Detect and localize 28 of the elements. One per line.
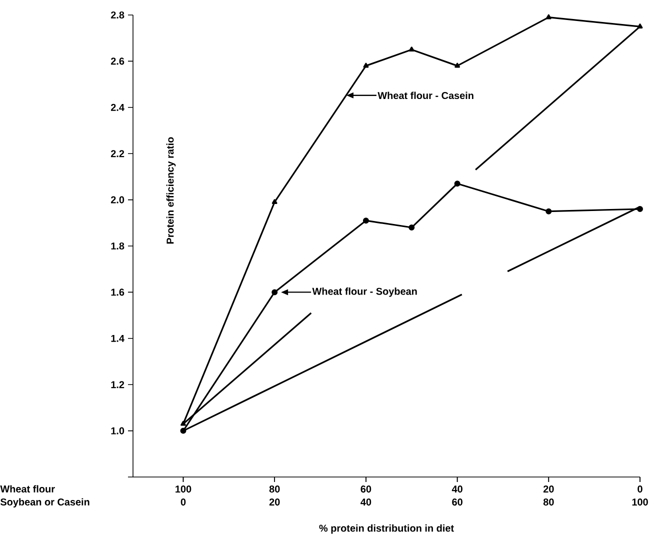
y-tick-label: 2.0 (110, 196, 124, 204)
y-tick-label: 1.8 (111, 242, 124, 250)
x2-tick-label: 60 (360, 486, 372, 493)
text: Soybean or Casein (0, 498, 90, 508)
x2-tick-label: 40 (452, 486, 462, 493)
y-tick-label: 1.4 (111, 334, 124, 342)
x2-tick-label: 0 (638, 486, 642, 493)
x2-tick-label: 20 (543, 486, 554, 493)
y-tick-label: 1.0 (111, 427, 124, 434)
x-tick-label: 20 (269, 498, 280, 506)
y-tick-label: 1.6 (111, 288, 124, 296)
x-tick-label: 0 (180, 498, 186, 506)
y-tick-label: 2.4 (110, 104, 124, 111)
y-tick-label: 1.2 (111, 381, 124, 388)
x-tick-label: 100 (632, 498, 648, 506)
x-tick-label: 40 (360, 498, 372, 506)
y-tick-label: 2.2 (110, 150, 124, 158)
y-tick-label: 2.8 (110, 11, 124, 19)
annotation: Wheat flour - Soybean (312, 288, 417, 297)
x2-tick-label: 80 (269, 486, 280, 493)
y-axis-title: Protein efficiency ratio (166, 137, 176, 244)
x-tick-label: 80 (543, 498, 554, 506)
text: Wheat flour (0, 485, 55, 493)
y-tick-label: 2.6 (110, 58, 124, 65)
x2-tick-label: 100 (176, 486, 192, 493)
annotation: Wheat flour - Casein (378, 92, 474, 100)
x-axis-title: % protein distribution in diet (319, 524, 454, 534)
x-tick-label: 60 (452, 498, 462, 506)
